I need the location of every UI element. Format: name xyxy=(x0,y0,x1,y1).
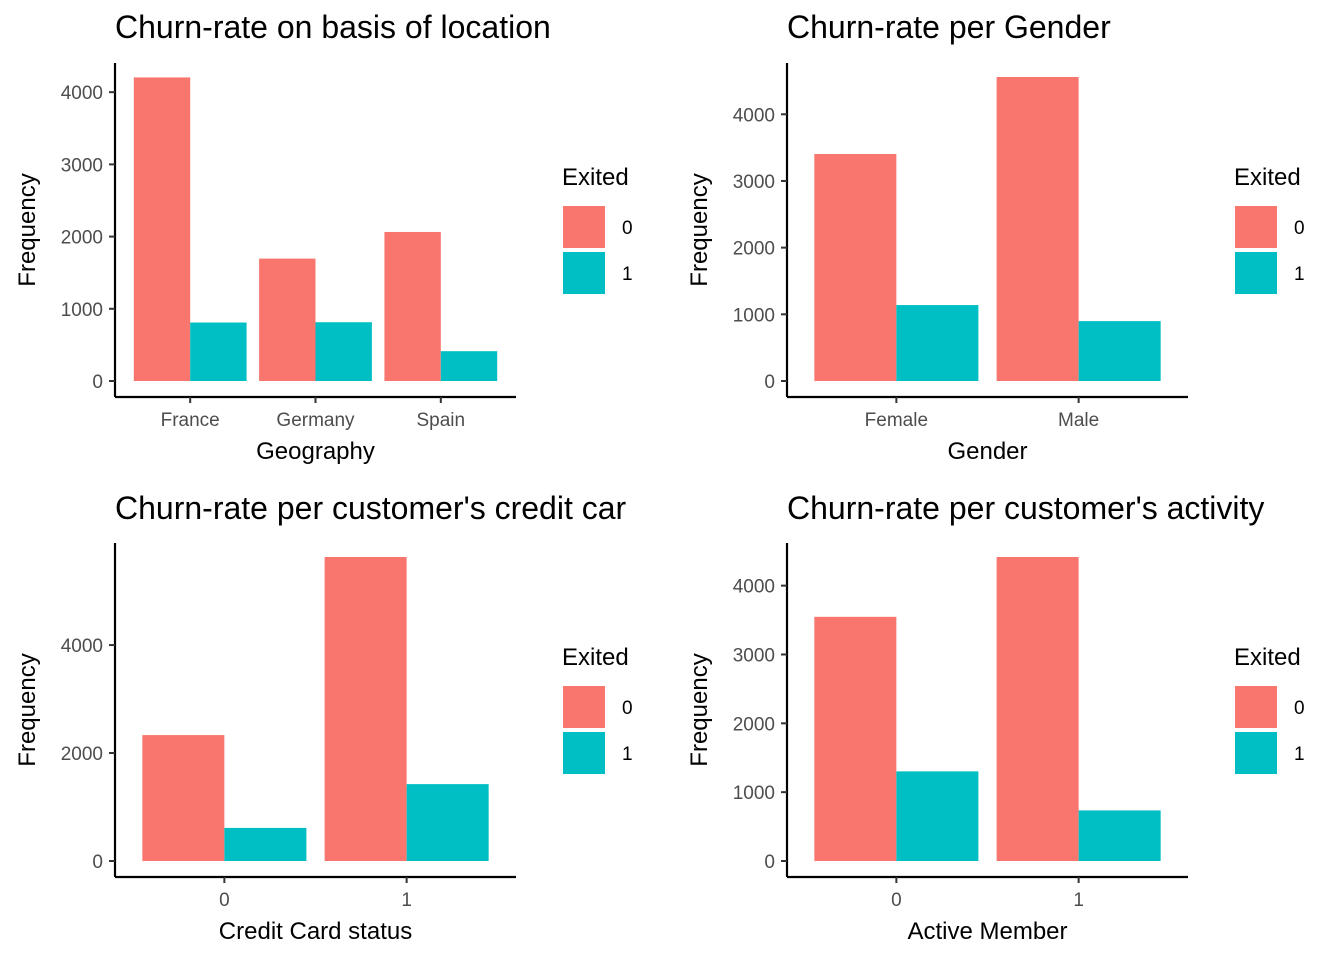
x-axis-title: Geography xyxy=(256,438,375,465)
y-tick-label: 1000 xyxy=(733,305,775,326)
legend-label: 1 xyxy=(1294,264,1305,285)
legend-title: Exited xyxy=(562,164,629,191)
bar-1-exited-1 xyxy=(406,784,489,861)
x-tick-label: Germany xyxy=(276,410,355,431)
y-tick-label: 0 xyxy=(764,372,775,393)
y-axis-title: Frequency xyxy=(14,173,41,286)
y-tick-label: 1000 xyxy=(733,783,775,804)
y-tick-label: 2000 xyxy=(61,228,103,249)
bar-0-exited-1 xyxy=(224,827,307,861)
chart-panel-3: Churn-rate per customer's credit car 0 200… xyxy=(14,490,633,945)
chart-title: Churn-rate per customer's activity xyxy=(787,490,1264,526)
legend-key-exited-1 xyxy=(1235,732,1277,774)
chart-title: Churn-rate on basis of location xyxy=(115,9,551,45)
y-axis-title: Frequency xyxy=(686,653,713,766)
bar-0-exited-1 xyxy=(896,771,979,861)
bar-male-exited-1 xyxy=(1078,321,1161,381)
legend-label: 1 xyxy=(622,264,633,285)
y-tick-label: 3000 xyxy=(733,645,775,666)
y-tick-label: 1000 xyxy=(61,300,103,321)
legend-label: 0 xyxy=(622,698,633,719)
y-tick-label: 4000 xyxy=(61,83,103,104)
legend-title: Exited xyxy=(1234,164,1301,191)
legend-key-exited-1 xyxy=(563,732,605,774)
y-axis-title: Frequency xyxy=(14,653,41,766)
bar-1-exited-1 xyxy=(1078,810,1161,861)
chart-title: Churn-rate per Gender xyxy=(787,9,1111,45)
y-tick-label: 4000 xyxy=(733,105,775,126)
legend-key-exited-0 xyxy=(1235,686,1277,728)
x-tick-label: Male xyxy=(1058,410,1099,431)
x-tick-label: France xyxy=(161,410,220,431)
legend-key-exited-1 xyxy=(1235,252,1277,294)
bar-france-exited-1 xyxy=(190,322,247,381)
bar-germany-exited-0 xyxy=(259,258,316,381)
y-axis-title: Frequency xyxy=(686,173,713,286)
x-axis-title: Gender xyxy=(947,438,1027,465)
x-tick-label: Female xyxy=(865,410,928,431)
chart-title: Churn-rate per customer's credit car xyxy=(115,490,627,526)
x-tick-label: 1 xyxy=(1073,890,1084,911)
x-axis-title: Active Member xyxy=(907,918,1067,945)
y-tick-label: 4000 xyxy=(733,577,775,598)
legend-label: 0 xyxy=(622,218,633,239)
y-tick-label: 2000 xyxy=(733,239,775,260)
x-tick-label: 1 xyxy=(401,890,412,911)
bar-0-exited-0 xyxy=(142,735,225,861)
legend-label: 0 xyxy=(1294,698,1305,719)
legend-label: 1 xyxy=(1294,744,1305,765)
legend-label: 0 xyxy=(1294,218,1305,239)
legend-label: 1 xyxy=(622,744,633,765)
y-tick-label: 2000 xyxy=(733,714,775,735)
legend-title: Exited xyxy=(562,644,629,671)
y-tick-label: 3000 xyxy=(733,172,775,193)
bar-male-exited-0 xyxy=(996,77,1079,381)
y-tick-label: 0 xyxy=(764,852,775,873)
y-tick-label: 4000 xyxy=(61,636,103,657)
y-tick-label: 0 xyxy=(92,372,103,393)
bar-0-exited-0 xyxy=(814,616,897,861)
bar-spain-exited-0 xyxy=(384,231,441,381)
bar-female-exited-1 xyxy=(896,305,979,381)
legend-key-exited-1 xyxy=(563,252,605,294)
bar-female-exited-0 xyxy=(814,154,897,381)
legend-key-exited-0 xyxy=(1235,206,1277,248)
bar-1-exited-0 xyxy=(996,557,1079,861)
x-tick-label: 0 xyxy=(219,890,230,911)
x-tick-label: Spain xyxy=(417,410,466,431)
legend-key-exited-0 xyxy=(563,206,605,248)
bar-1-exited-0 xyxy=(324,557,407,861)
y-tick-label: 2000 xyxy=(61,744,103,765)
chart-panel-2: Churn-rate per Gender 0 1000 2000 3000 4000 Fe… xyxy=(686,9,1305,465)
chart-panel-4: Churn-rate per customer's activity 0 1000 2… xyxy=(686,490,1305,945)
chart-panel-1: Churn-rate on basis of location 0 1000 2000… xyxy=(14,9,633,465)
y-tick-label: 3000 xyxy=(61,155,103,176)
legend-title: Exited xyxy=(1234,644,1301,671)
y-tick-label: 0 xyxy=(92,852,103,873)
bar-germany-exited-1 xyxy=(315,322,372,381)
x-tick-label: 0 xyxy=(891,890,902,911)
bar-france-exited-0 xyxy=(133,77,191,381)
x-axis-title: Credit Card status xyxy=(219,918,412,945)
legend-key-exited-0 xyxy=(563,686,605,728)
bar-spain-exited-1 xyxy=(440,351,498,381)
